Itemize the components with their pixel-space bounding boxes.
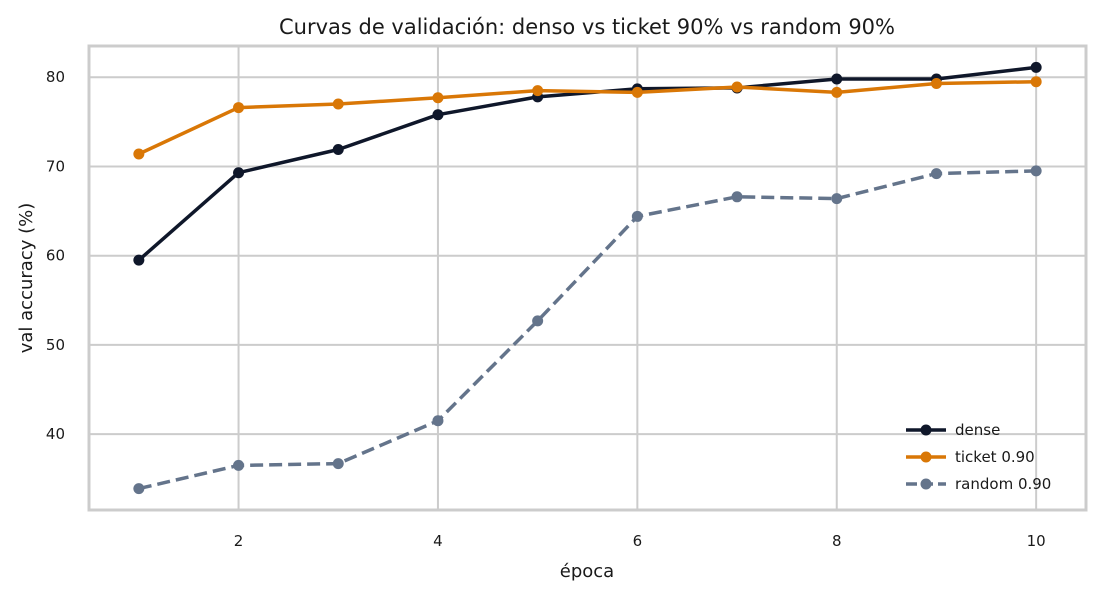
legend: dense ticket 0.90 random 0.90: [906, 421, 1051, 493]
data-point: [332, 144, 344, 156]
data-point: [133, 483, 145, 495]
data-point: [133, 148, 145, 160]
data-point: [831, 193, 843, 205]
legend-swatch-marker: [920, 451, 932, 463]
data-point: [332, 458, 344, 470]
series-line: [137, 65, 1037, 262]
legend-swatch-marker: [920, 424, 932, 436]
legend-item: dense: [906, 421, 1000, 439]
data-point: [233, 167, 245, 179]
x-tick-label: 8: [832, 532, 842, 550]
data-point: [432, 92, 444, 104]
data-point: [432, 109, 444, 121]
series-2: [133, 165, 1042, 495]
series-1: [133, 76, 1042, 160]
legend-label: random 0.90: [955, 475, 1051, 493]
legend-item: random 0.90: [906, 475, 1051, 493]
data-point: [1030, 165, 1042, 177]
data-point: [233, 102, 245, 114]
legend-item: ticket 0.90: [906, 448, 1035, 466]
x-tick-label: 10: [1027, 532, 1046, 550]
y-tick-label: 80: [46, 68, 65, 86]
series-line: [138, 169, 1037, 491]
data-point: [930, 168, 942, 180]
legend-label: dense: [955, 421, 1000, 439]
chart-title: Curvas de validación: denso vs ticket 90…: [279, 15, 895, 39]
data-point: [631, 210, 643, 222]
data-point: [831, 86, 843, 98]
plot-frame: [87, 44, 1088, 512]
y-tick-label: 40: [46, 425, 65, 443]
x-tick-label: 4: [433, 532, 443, 550]
y-tick-label: 50: [46, 336, 65, 354]
legend-swatch-marker: [920, 478, 932, 490]
data-point: [631, 86, 643, 98]
x-tick-label: 2: [234, 532, 244, 550]
legend-label: ticket 0.90: [955, 448, 1035, 466]
data-point: [1030, 76, 1042, 88]
series-line: [138, 79, 1037, 156]
axis-ticks: 2 4 6 8 10 40 50 60 70 80: [46, 68, 1046, 550]
data-point: [133, 254, 145, 266]
y-axis-label: val accuracy (%): [16, 203, 37, 354]
data-point: [731, 191, 743, 203]
data-point: [332, 98, 344, 110]
data-point: [532, 85, 544, 97]
x-axis-label: época: [560, 561, 614, 582]
y-tick-label: 60: [46, 247, 65, 265]
data-point: [432, 415, 444, 427]
data-point: [831, 73, 843, 85]
data-point: [731, 81, 743, 93]
series-lines: [133, 61, 1042, 495]
data-point: [1030, 61, 1042, 73]
x-tick-label: 6: [633, 532, 643, 550]
data-point: [532, 315, 544, 327]
y-tick-label: 70: [46, 157, 65, 175]
data-point: [233, 459, 245, 471]
data-point: [930, 77, 942, 89]
grid: [89, 46, 1086, 510]
